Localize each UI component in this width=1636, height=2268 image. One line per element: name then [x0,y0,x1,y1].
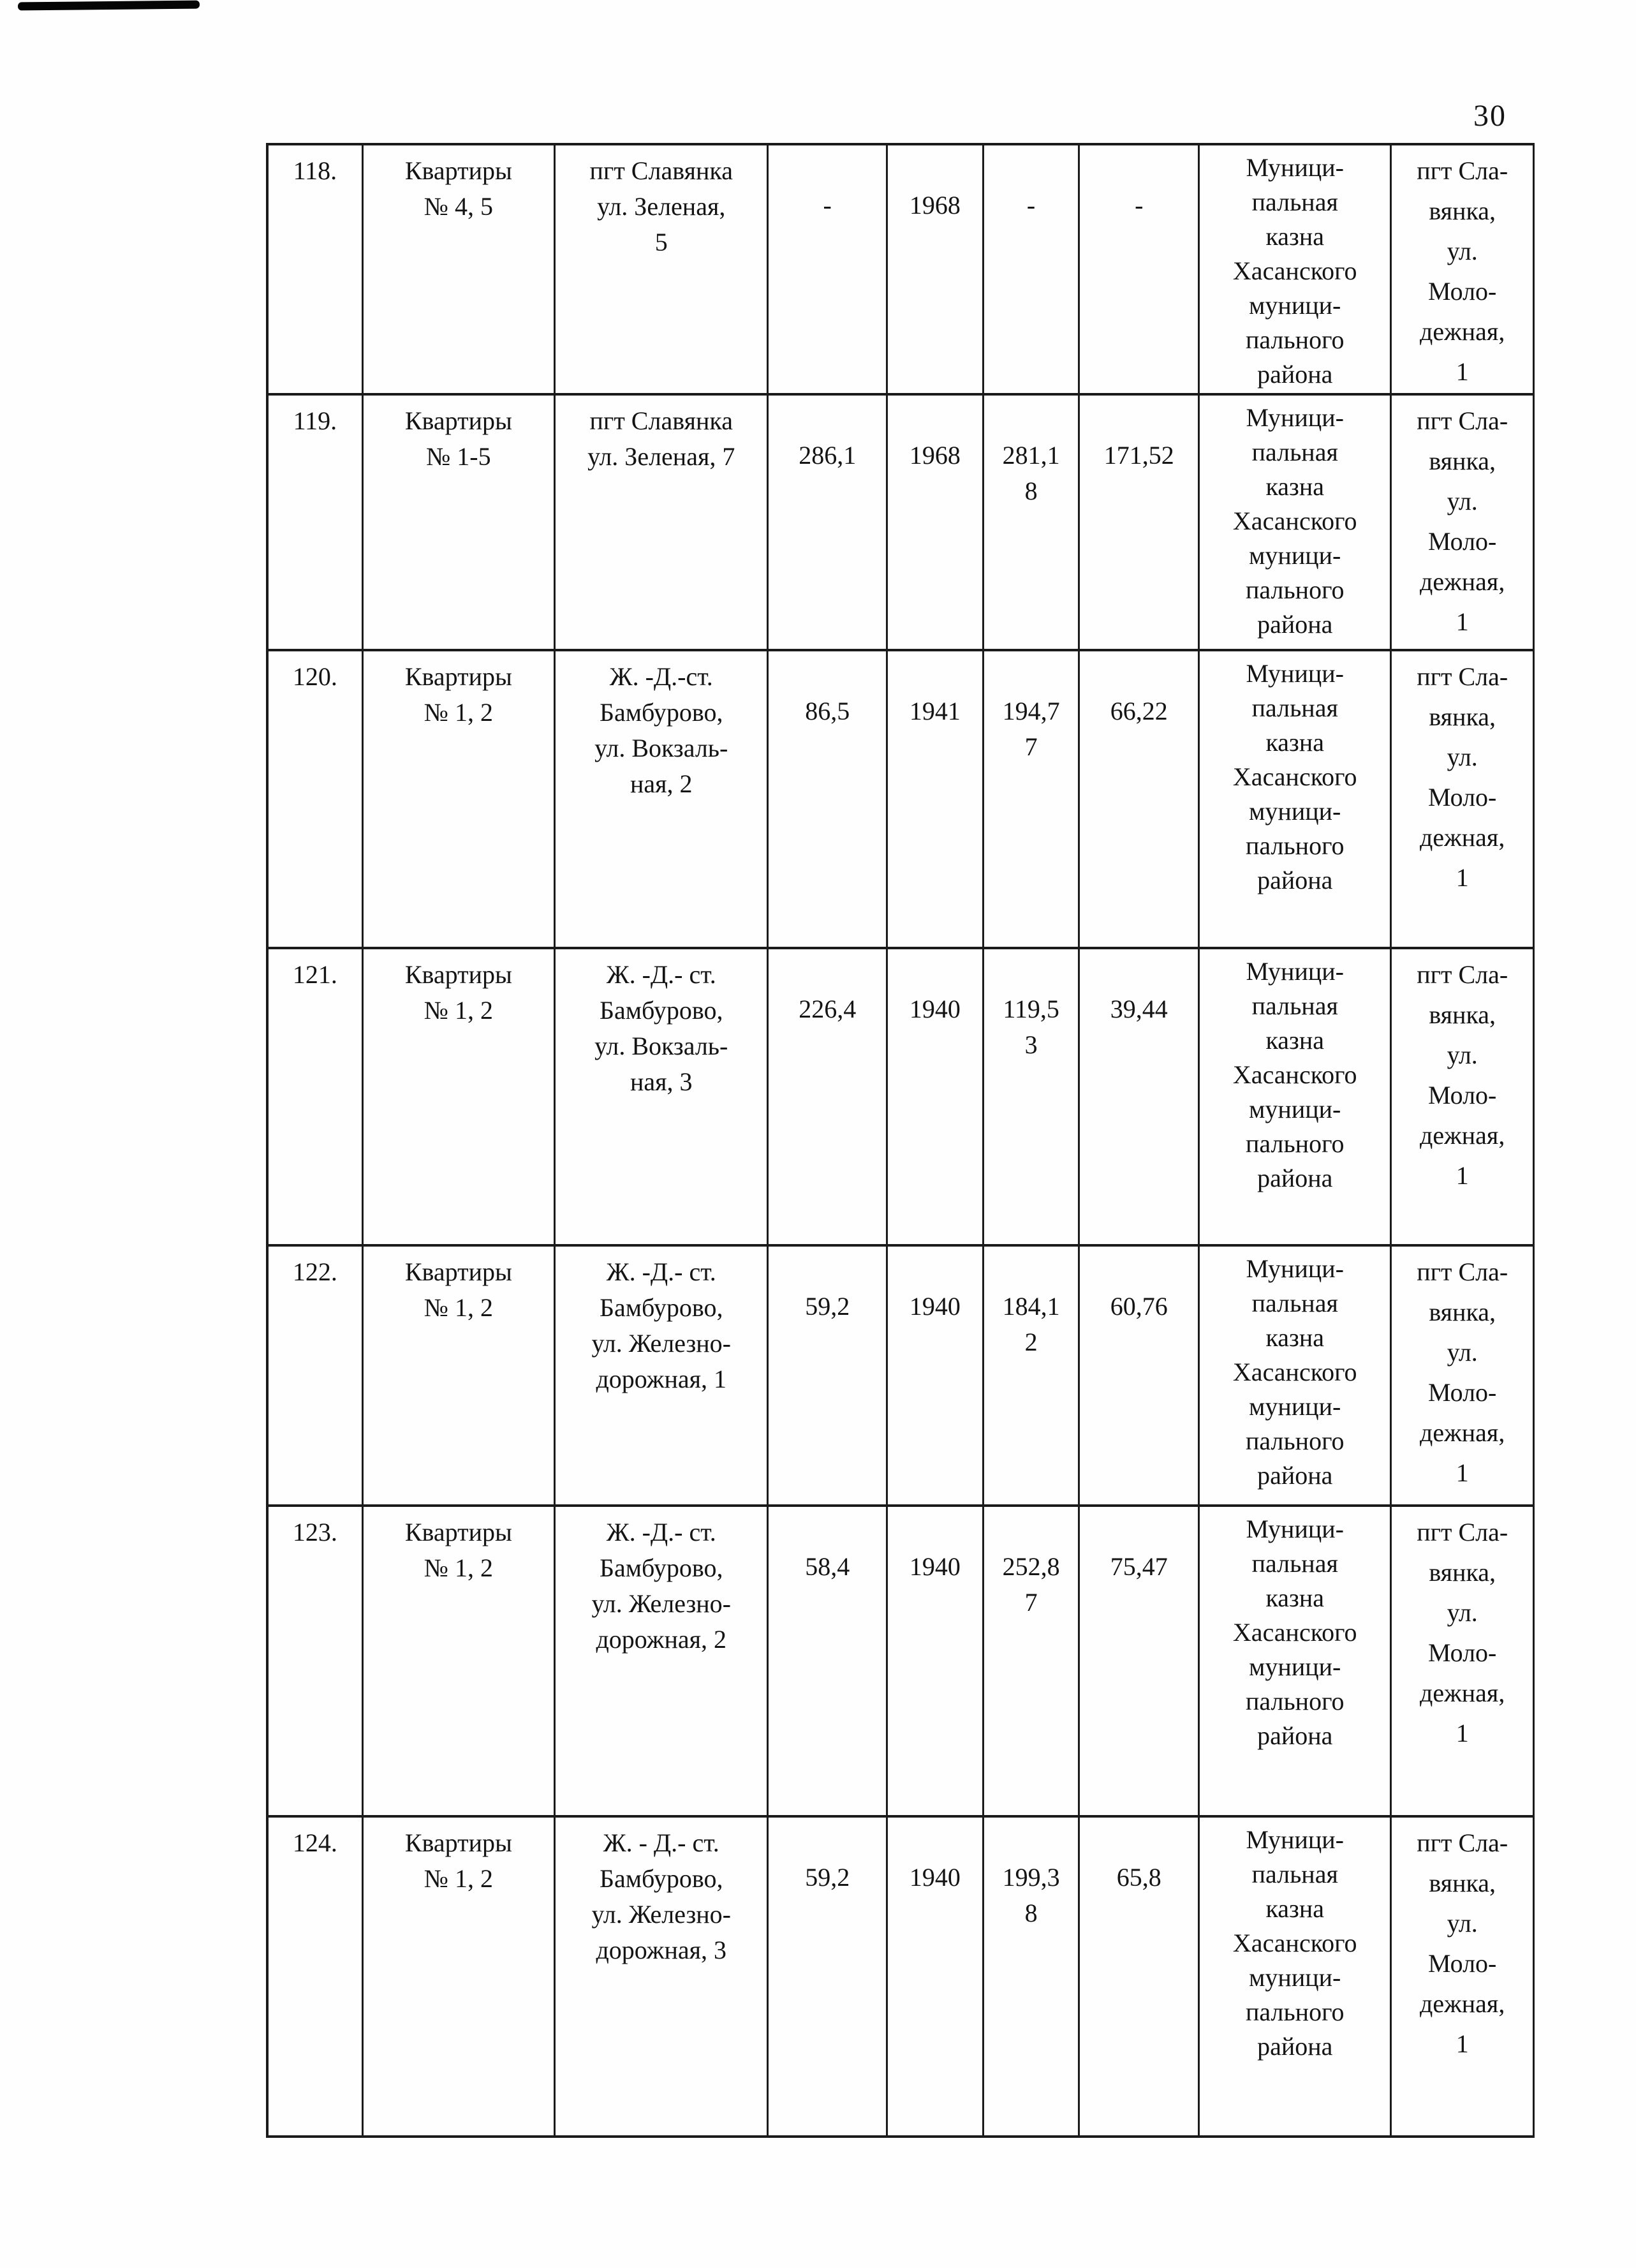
cell-address: пгт Славянка ул. Зеленая, 7 [556,396,769,651]
cell-book-value: 194,7 7 [984,651,1080,949]
table-row: 123. Квартиры № 1, 2 Ж. -Д.- ст. Бамбуро… [269,1507,1535,1818]
cell-year: 1940 [888,949,984,1247]
cell-address: пгт Славянка ул. Зеленая, 5 [556,145,769,396]
cell-owner-address: пгт Сла- вянка, ул. Моло- дежная, 1 [1392,145,1535,396]
cell-owner: Муници- пальная казна Хасанского муници-… [1200,651,1392,949]
cell-owner: Муници- пальная казна Хасанского муници-… [1200,396,1392,651]
cell-year: 1968 [888,396,984,651]
cell-address: Ж. - Д.- ст. Бамбурово, ул. Железно- дор… [556,1818,769,2138]
cell-object-name: Квартиры № 1, 2 [363,1507,556,1818]
cell-area: 286,1 [769,396,888,651]
table-row: 122. Квартиры № 1, 2 Ж. -Д.- ст. Бамбуро… [269,1247,1535,1507]
cell-year: 1968 [888,145,984,396]
cell-residual-value: 39,44 [1080,949,1200,1247]
cell-owner: Муници- пальная казна Хасанского муници-… [1200,1818,1392,2138]
cell-address: Ж. -Д.-ст. Бамбурово, ул. Вокзаль- ная, … [556,651,769,949]
cell-area: - [769,145,888,396]
cell-area: 58,4 [769,1507,888,1818]
table-row: 121. Квартиры № 1, 2 Ж. -Д.- ст. Бамбуро… [269,949,1535,1247]
cell-object-name: Квартиры № 4, 5 [363,145,556,396]
cell-owner-address: пгт Сла- вянка, ул. Моло- дежная, 1 [1392,1507,1535,1818]
cell-residual-value: 60,76 [1080,1247,1200,1507]
cell-book-value: 119,5 3 [984,949,1080,1247]
table-row: 118. Квартиры № 4, 5 пгт Славянка ул. Зе… [269,145,1535,396]
cell-book-value: - [984,145,1080,396]
cell-owner-address: пгт Сла- вянка, ул. Моло- дежная, 1 [1392,1247,1535,1507]
cell-address: Ж. -Д.- ст. Бамбурово, ул. Вокзаль- ная,… [556,949,769,1247]
cell-address: Ж. -Д.- ст. Бамбурово, ул. Железно- доро… [556,1507,769,1818]
property-registry-table: 118. Квартиры № 4, 5 пгт Славянка ул. Зе… [266,143,1535,2138]
cell-number: 121. [269,949,364,1247]
page-number: 30 [1473,99,1507,133]
cell-object-name: Квартиры № 1, 2 [363,651,556,949]
table-row: 120. Квартиры № 1, 2 Ж. -Д.-ст. Бамбуров… [269,651,1535,949]
cell-year: 1940 [888,1507,984,1818]
table-row: 119. Квартиры № 1-5 пгт Славянка ул. Зел… [269,396,1535,651]
cell-book-value: 184,1 2 [984,1247,1080,1507]
cell-number: 118. [269,145,364,396]
cell-area: 226,4 [769,949,888,1247]
cell-number: 123. [269,1507,364,1818]
cell-number: 119. [269,396,364,651]
cell-owner: Муници- пальная казна Хасанского муници-… [1200,949,1392,1247]
scan-artifact-line [17,0,200,11]
cell-area: 86,5 [769,651,888,949]
cell-residual-value: 66,22 [1080,651,1200,949]
cell-area: 59,2 [769,1818,888,2138]
cell-owner: Муници- пальная казна Хасанского муници-… [1200,1247,1392,1507]
cell-owner-address: пгт Сла- вянка, ул. Моло- дежная, 1 [1392,949,1535,1247]
cell-book-value: 252,8 7 [984,1507,1080,1818]
cell-owner: Муници- пальная казна Хасанского муници-… [1200,1507,1392,1818]
cell-number: 120. [269,651,364,949]
cell-number: 122. [269,1247,364,1507]
cell-address: Ж. -Д.- ст. Бамбурово, ул. Железно- доро… [556,1247,769,1507]
table-row: 124. Квартиры № 1, 2 Ж. - Д.- ст. Бамбур… [269,1818,1535,2138]
cell-object-name: Квартиры № 1, 2 [363,1247,556,1507]
cell-owner-address: пгт Сла- вянка, ул. Моло- дежная, 1 [1392,1818,1535,2138]
cell-owner: Муници- пальная казна Хасанского муници-… [1200,145,1392,396]
cell-owner-address: пгт Сла- вянка, ул. Моло- дежная, 1 [1392,651,1535,949]
cell-year: 1941 [888,651,984,949]
cell-residual-value: 65,8 [1080,1818,1200,2138]
cell-object-name: Квартиры № 1-5 [363,396,556,651]
cell-area: 59,2 [769,1247,888,1507]
cell-residual-value: 75,47 [1080,1507,1200,1818]
cell-residual-value: 171,52 [1080,396,1200,651]
cell-object-name: Квартиры № 1, 2 [363,949,556,1247]
cell-number: 124. [269,1818,364,2138]
cell-year: 1940 [888,1247,984,1507]
cell-year: 1940 [888,1818,984,2138]
cell-owner-address: пгт Сла- вянка, ул. Моло- дежная, 1 [1392,396,1535,651]
cell-object-name: Квартиры № 1, 2 [363,1818,556,2138]
cell-residual-value: - [1080,145,1200,396]
cell-book-value: 199,3 8 [984,1818,1080,2138]
cell-book-value: 281,1 8 [984,396,1080,651]
